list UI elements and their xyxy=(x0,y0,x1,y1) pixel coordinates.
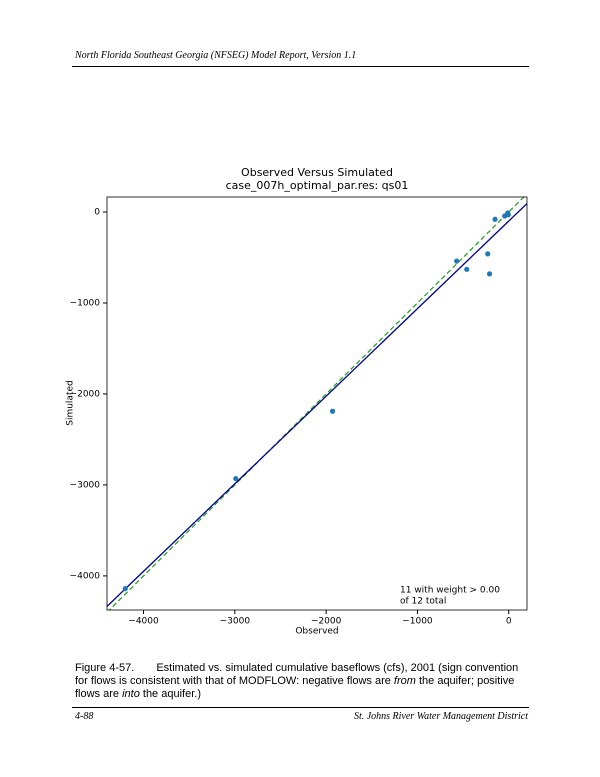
caption-text: into xyxy=(122,688,140,700)
plot-frame xyxy=(106,196,528,611)
x-tick-label: −2000 xyxy=(311,617,342,627)
annotation: 11 with weight > 0.00 xyxy=(400,586,500,596)
y-tick-label: −1000 xyxy=(70,298,101,308)
point xyxy=(505,212,511,218)
chart-subtitle: case_007h_optimal_par.res: qs01 xyxy=(226,179,409,192)
caption: Figure 4-57. Estimated vs. simulated cumu… xyxy=(75,662,530,701)
y-tick-label: −3000 xyxy=(70,480,101,490)
chart-title: Observed Versus Simulated xyxy=(241,166,393,179)
x-tick-label: −1000 xyxy=(402,617,433,627)
page-number: 4-88 xyxy=(75,711,94,722)
point xyxy=(485,251,491,257)
annotation: of 12 total xyxy=(400,597,446,607)
point xyxy=(233,475,239,482)
header-rule xyxy=(72,66,529,67)
header-title: North Florida Southeast Georgia (NFSEG) … xyxy=(75,50,357,61)
point xyxy=(329,408,336,414)
caption-text: the aquifer; positive flows are xyxy=(75,675,515,700)
footer-rule xyxy=(72,707,529,708)
point xyxy=(454,258,460,264)
caption-text: Estimated vs. simulated cumulative basef… xyxy=(75,662,519,687)
y-tick-label: 0 xyxy=(94,208,100,218)
x-tick-label: −3000 xyxy=(220,617,251,627)
point xyxy=(464,266,470,272)
point xyxy=(492,216,498,222)
x-tick-label: −4000 xyxy=(128,617,159,627)
chart: Observed Versus Simulated case_007h_opti… xyxy=(66,166,528,637)
x-axis-label: Observed xyxy=(295,627,338,637)
y-tick-label: −4000 xyxy=(70,571,101,581)
footer-org: St. Johns River Water Management Distric… xyxy=(353,711,528,722)
point xyxy=(486,271,493,277)
caption-text: the aquifer.) xyxy=(139,688,201,700)
reference-line xyxy=(107,203,527,607)
reference-line xyxy=(108,197,525,610)
caption-text: from xyxy=(393,675,416,687)
caption-label: Figure 4-57. xyxy=(75,662,135,674)
x-tick-label: 0 xyxy=(506,617,512,627)
point xyxy=(122,586,128,592)
y-axis-label: Simulated xyxy=(66,380,76,425)
y-tick-label: −2000 xyxy=(70,389,101,399)
